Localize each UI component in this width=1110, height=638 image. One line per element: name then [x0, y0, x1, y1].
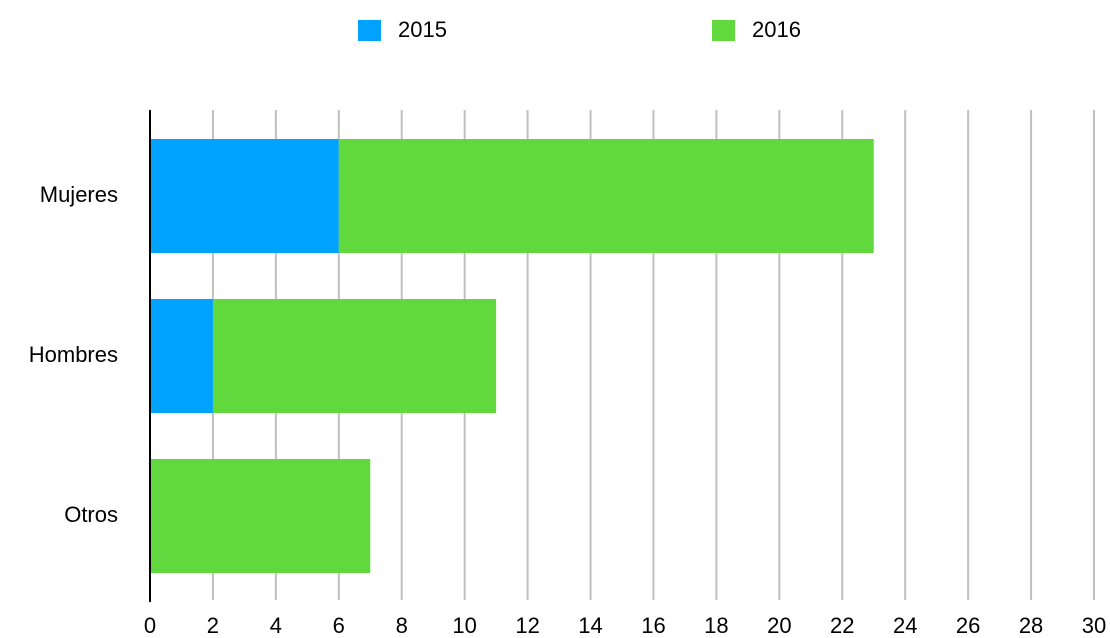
x-tick-label: 22 [830, 613, 854, 638]
y-tick-label: Hombres [29, 342, 118, 367]
legend-swatch [358, 20, 381, 41]
x-tick-label: 14 [578, 613, 602, 638]
bar [150, 139, 339, 253]
y-tick-label: Otros [64, 502, 118, 527]
x-tick-label: 8 [396, 613, 408, 638]
bar [338, 139, 874, 253]
x-tick-label: 10 [452, 613, 476, 638]
x-tick-label: 2 [207, 613, 219, 638]
x-tick-label: 12 [515, 613, 539, 638]
bar [150, 299, 213, 413]
bar [212, 299, 497, 413]
legend-label: 2015 [398, 17, 447, 42]
x-tick-label: 4 [270, 613, 282, 638]
x-tick-label: 18 [704, 613, 728, 638]
x-tick-label: 30 [1082, 613, 1106, 638]
x-tick-label: 0 [144, 613, 156, 638]
x-tick-label: 26 [956, 613, 980, 638]
x-tick-label: 16 [641, 613, 665, 638]
y-tick-label: Mujeres [40, 182, 118, 207]
bar [150, 459, 371, 573]
x-tick-label: 20 [767, 613, 791, 638]
legend-swatch [712, 20, 735, 41]
x-tick-label: 24 [893, 613, 917, 638]
x-tick-label: 6 [333, 613, 345, 638]
x-tick-label: 28 [1019, 613, 1043, 638]
legend-label: 2016 [752, 17, 801, 42]
